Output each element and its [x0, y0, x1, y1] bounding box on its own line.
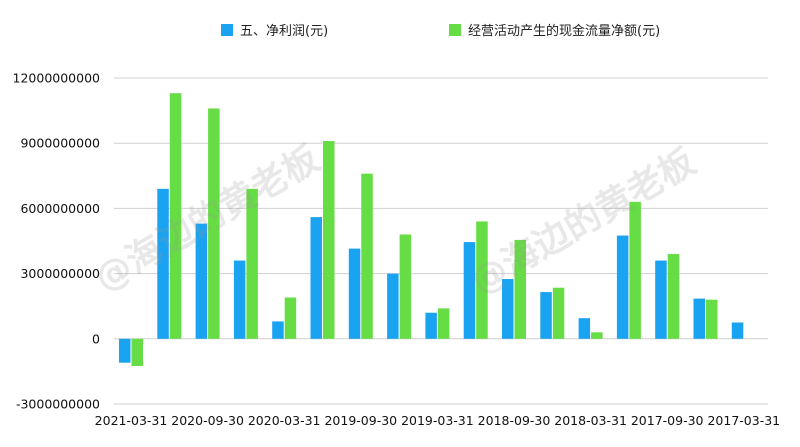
y-tick-label: 0: [92, 331, 100, 346]
bar-series-1: [425, 312, 437, 339]
bar-series-1: [348, 248, 361, 339]
bar-series-2: [514, 239, 526, 339]
y-tick-label: 6000000000: [20, 201, 100, 216]
bar-series-2: [629, 201, 641, 339]
bar-series-2: [284, 297, 297, 339]
bars: [119, 93, 744, 366]
bar-series-1: [731, 322, 744, 339]
bar-series-2: [552, 287, 565, 339]
bar-series-1: [463, 242, 476, 339]
bar-series-2: [323, 141, 335, 339]
legend: 五、净利润(元) 经营活动产生的现金流量净额(元): [221, 23, 660, 39]
grid: [114, 77, 768, 405]
legend-label-2: 经营活动产生的现金流量净额(元): [468, 23, 660, 39]
x-tick-label: 2018-09-30: [478, 413, 551, 428]
y-tick-label: 9000000000: [20, 136, 100, 151]
bar-series-2: [399, 234, 412, 339]
bar-series-2: [706, 299, 718, 339]
x-tick-label: 2017-03-31: [707, 413, 780, 428]
x-axis-ticks: 2021-03-31 2020-09-30 2020-03-31 2019-09-30…: [95, 413, 780, 428]
bar-series-1: [387, 273, 399, 339]
bar-series-2: [476, 221, 488, 339]
legend-label-1: 五、净利润(元): [240, 24, 328, 39]
bar-series-2: [437, 308, 450, 339]
bar-series-2: [361, 173, 373, 339]
bar-series-2: [667, 254, 680, 339]
bar-series-1: [195, 223, 208, 339]
x-tick-label: 2019-09-30: [324, 413, 397, 428]
x-tick-label: 2018-03-31: [554, 413, 627, 428]
bar-series-1: [272, 321, 284, 339]
x-tick-label: 2021-03-31: [95, 413, 168, 428]
legend-swatch-1: [221, 24, 233, 36]
y-tick-label: 3000000000: [20, 266, 100, 281]
x-tick-label: 2019-03-31: [401, 413, 474, 428]
bar-series-1: [233, 260, 246, 339]
bar-series-1: [119, 338, 131, 363]
watermark-2: @海边的黄老板: [464, 141, 703, 303]
bar-series-2: [169, 93, 182, 339]
bar-series-1: [310, 217, 322, 339]
bar-series-2: [591, 332, 603, 339]
y-tick-label: 12000000000: [13, 71, 101, 86]
x-tick-label: 2020-03-31: [248, 413, 321, 428]
bar-series-1: [616, 235, 629, 339]
bar-series-1: [693, 298, 705, 339]
bar-series-2: [246, 188, 258, 339]
bar-series-2: [131, 338, 143, 366]
bar-series-1: [655, 260, 667, 339]
y-axis-ticks: -3000000000 0 3000000000 6000000000 90000000…: [13, 71, 101, 412]
bar-series-1: [502, 279, 514, 339]
watermark-1: @海边的黄老板: [88, 138, 327, 300]
x-tick-label: 2017-09-30: [631, 413, 704, 428]
legend-swatch-2: [449, 24, 461, 36]
x-tick-label: 2020-09-30: [171, 413, 244, 428]
bar-series-1: [540, 292, 552, 339]
bar-series-2: [208, 108, 220, 339]
y-tick-label: -3000000000: [16, 397, 100, 412]
bar-series-1: [578, 318, 591, 339]
bar-series-1: [157, 188, 169, 339]
